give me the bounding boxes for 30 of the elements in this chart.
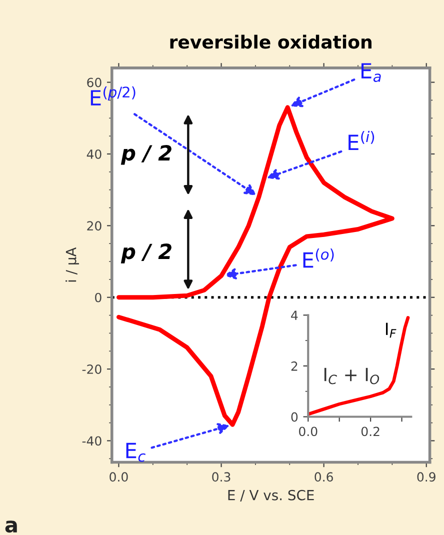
x-axis-title: E / V vs. SCE [228, 490, 314, 502]
annotation: E$_{a}$ [362, 63, 381, 82]
y-tick-label: 0 [291, 412, 298, 422]
line-series [308, 316, 410, 416]
x-tick-label: 0.9 [417, 472, 436, 482]
annotation: p / 2 [120, 244, 172, 264]
chart-title: reversible oxidation [170, 34, 372, 49]
annotation: E$^{(p/2)}$ [90, 86, 136, 106]
x-tick-label: 0.0 [110, 472, 128, 482]
x-tick-label: 0.6 [314, 472, 333, 482]
annotation: I$_{F}$ [386, 322, 396, 338]
y-tick-label: 60 [87, 78, 102, 88]
annotation: E$^{(i)}$ [348, 130, 374, 150]
y-tick-label: 0 [95, 292, 102, 302]
y-tick-label: 40 [86, 149, 102, 159]
annotation: I$_{C}$ + I$_{O}$ [324, 368, 380, 384]
y-tick-label: -40 [82, 436, 102, 446]
annotation: E$_{c}$ [126, 442, 146, 462]
line-series [116, 105, 394, 427]
x-tick-label: 0.0 [299, 426, 318, 436]
text: a [5, 520, 17, 533]
y-tick-label: 20 [87, 221, 102, 231]
x-tick-label: 0.2 [361, 426, 380, 436]
y-tick-label: 4 [291, 310, 298, 320]
x-tick-label: 0.3 [212, 472, 230, 482]
y-tick-label: -20 [82, 364, 102, 374]
y-axis-title: i / μA [66, 247, 79, 282]
y-tick-label: 2 [291, 361, 298, 371]
annotation: E$^{(o)}$ [303, 248, 334, 268]
annotation: p / 2 [120, 144, 172, 165]
